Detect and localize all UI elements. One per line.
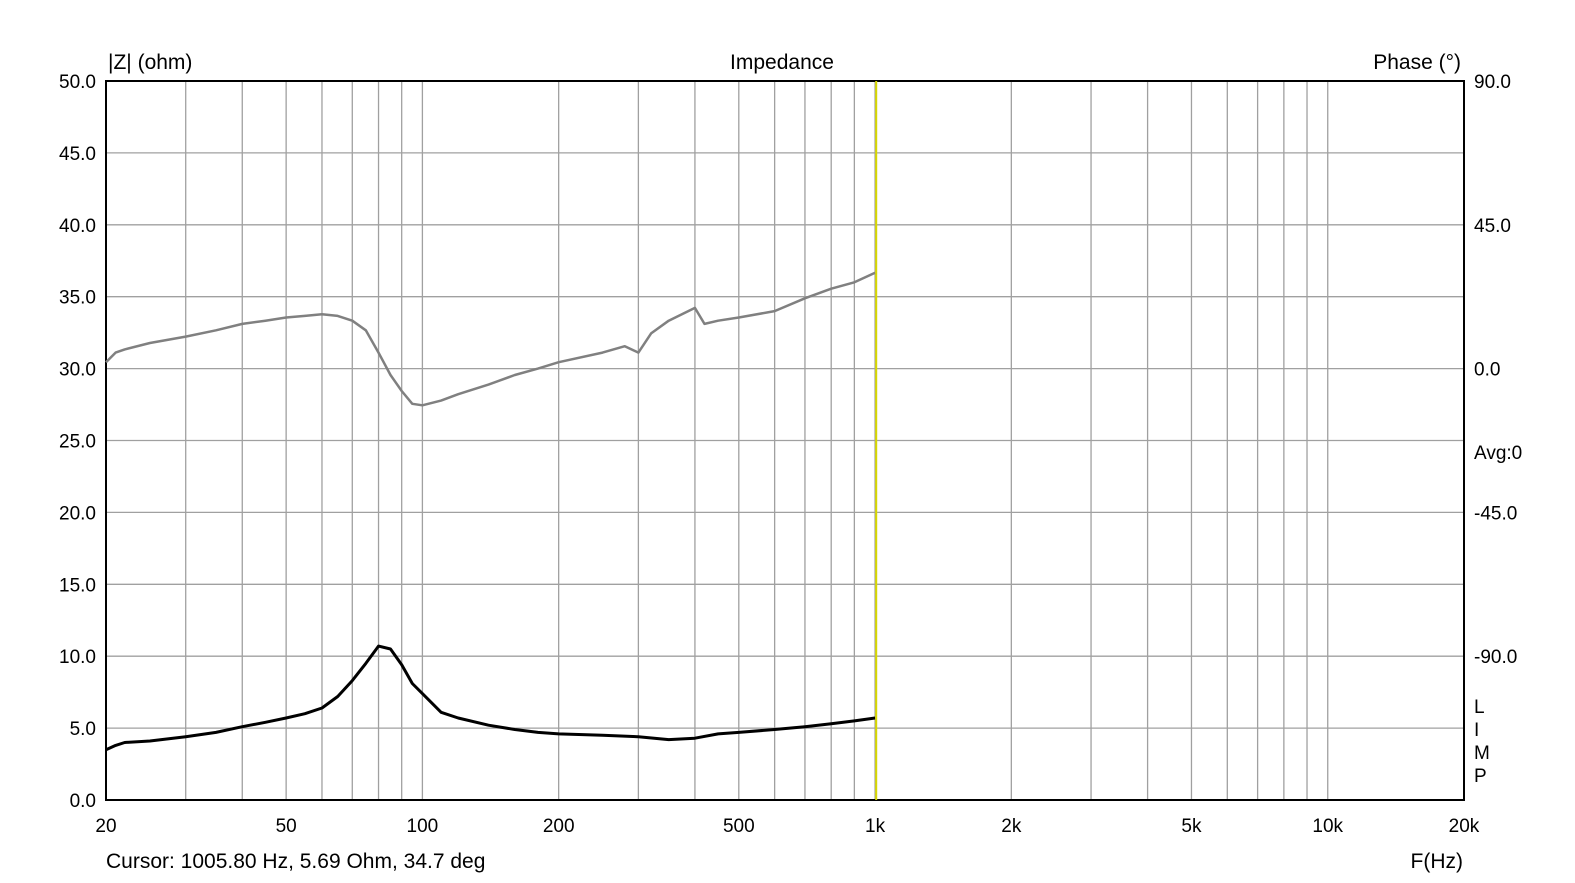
x-tick-label: 200 bbox=[543, 816, 575, 837]
x-tick-label: 10k bbox=[1312, 816, 1343, 837]
impedance-series-line bbox=[105, 644, 876, 752]
axis-labels: 0.0 5.0 10.0 15.0 20.0 25.0 30.0 35.0 40.0 45.0 50… bbox=[59, 72, 1517, 837]
x-tick-label: 500 bbox=[723, 816, 755, 837]
y-tick-label: 35.0 bbox=[59, 288, 96, 309]
y-tick-label: 15.0 bbox=[59, 575, 96, 596]
y2-tick-label: 90.0 bbox=[1474, 72, 1511, 93]
y-tick-label: 25.0 bbox=[59, 432, 96, 453]
y-tick-label: 20.0 bbox=[59, 503, 96, 524]
plot-frame bbox=[105, 80, 1465, 801]
y-axis-label: |Z| (ohm) bbox=[108, 51, 192, 74]
y-tick-label: 10.0 bbox=[59, 647, 96, 668]
series-group bbox=[105, 271, 876, 752]
side-letter: M bbox=[1474, 743, 1490, 764]
x-tick-label: 50 bbox=[276, 816, 297, 837]
grid bbox=[106, 80, 1464, 801]
x-tick-label: 5k bbox=[1181, 816, 1202, 837]
y-tick-label: 40.0 bbox=[59, 216, 96, 237]
cursor-readout: Cursor: 1005.80 Hz, 5.69 Ohm, 34.7 deg bbox=[106, 850, 485, 873]
y2-axis-label: Phase (°) bbox=[1373, 51, 1461, 74]
avg-label: Avg:0 bbox=[1474, 443, 1522, 464]
y2-tick-label: -90.0 bbox=[1474, 647, 1517, 668]
x-tick-label: 20k bbox=[1449, 816, 1480, 837]
side-letter: L bbox=[1474, 697, 1485, 718]
y-tick-label: 0.0 bbox=[70, 791, 96, 812]
phase-series-line bbox=[105, 271, 876, 407]
y-tick-label: 50.0 bbox=[59, 72, 96, 93]
y2-tick-label: 0.0 bbox=[1474, 360, 1500, 381]
x-axis-label: F(Hz) bbox=[1411, 850, 1463, 873]
x-tick-label: 2k bbox=[1001, 816, 1022, 837]
side-letter: P bbox=[1474, 766, 1487, 787]
y2-tick-label: 45.0 bbox=[1474, 216, 1511, 237]
y-tick-label: 45.0 bbox=[59, 144, 96, 165]
x-tick-label: 100 bbox=[407, 816, 439, 837]
y-tick-label: 5.0 bbox=[70, 719, 96, 740]
x-tick-label: 1k bbox=[865, 816, 886, 837]
y2-tick-label: -45.0 bbox=[1474, 503, 1517, 524]
side-letter: I bbox=[1474, 720, 1479, 741]
chart-title: Impedance bbox=[730, 51, 834, 74]
x-tick-label: 20 bbox=[95, 816, 116, 837]
y-tick-label: 30.0 bbox=[59, 360, 96, 381]
